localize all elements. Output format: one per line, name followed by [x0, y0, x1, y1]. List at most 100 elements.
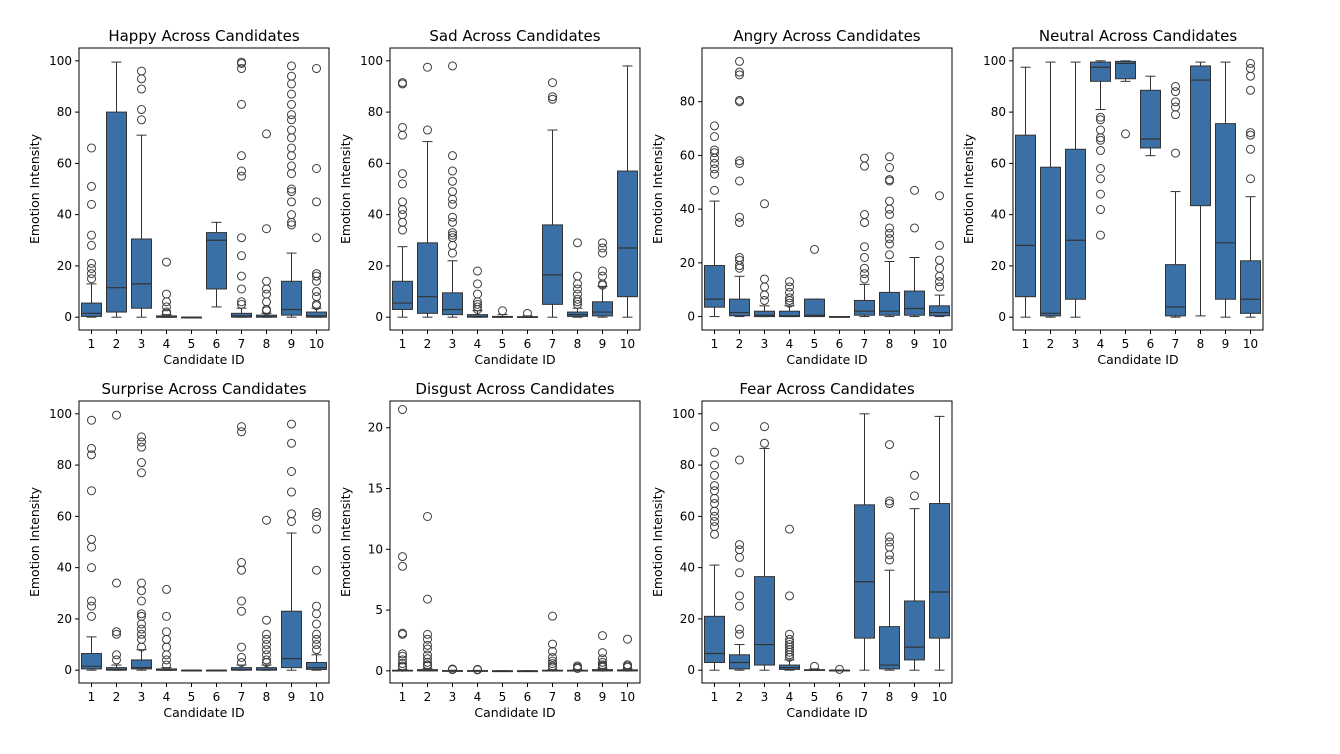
outlier-point [598, 248, 607, 258]
outlier-point [473, 289, 482, 299]
box-5 [492, 670, 513, 673]
box-7 [231, 57, 252, 318]
plot-frame [389, 47, 641, 331]
outlier-point [162, 308, 171, 318]
box-6 [1140, 75, 1161, 157]
outlier-point [1171, 110, 1180, 120]
outlier-point [112, 629, 121, 639]
iqr-box [206, 232, 227, 290]
outlier-point [1171, 81, 1180, 91]
box-2 [106, 61, 127, 318]
outlier-point [137, 624, 146, 634]
iqr-box [804, 298, 825, 318]
outlier-point [760, 295, 769, 305]
outlier-point [262, 289, 271, 299]
x-axis-label: Candidate ID [163, 352, 244, 367]
x-tick-label: 8 [886, 690, 894, 704]
outlier-point [237, 297, 246, 307]
x-tick-label: 8 [574, 690, 582, 704]
iqr-box [542, 224, 563, 305]
iqr-box [81, 653, 102, 670]
outlier-point [473, 279, 482, 289]
outlier-point [935, 263, 944, 273]
outlier-point [237, 284, 246, 294]
x-tick-label: 1 [711, 337, 719, 351]
chart-panel: Fear Across Candidates 0 20 40 60 80 100 1 2 3 4 5 6… [650, 380, 953, 720]
outlier-point [237, 422, 246, 432]
x-tick-label: 4 [474, 337, 482, 351]
iqr-box [617, 170, 638, 298]
y-axis-label: Emotion Intensity [27, 486, 42, 597]
outlier-point [162, 642, 171, 652]
x-axis-label: Candidate ID [1097, 352, 1178, 367]
outlier-point [548, 656, 557, 666]
outlier-point [1171, 148, 1180, 158]
x-tick-label: 6 [836, 690, 844, 704]
box-10 [306, 508, 327, 671]
outlier-point [312, 508, 321, 518]
outlier-point [785, 293, 794, 303]
outlier-point [598, 280, 607, 290]
x-tick-label: 1 [711, 690, 719, 704]
outlier-point [398, 79, 407, 89]
outlier-point [885, 176, 894, 186]
outlier-point [137, 578, 146, 588]
y-tick-label: 80 [57, 105, 72, 119]
outlier-point [885, 532, 894, 542]
box-3 [442, 61, 463, 318]
outlier-point [1096, 174, 1105, 184]
outlier-point [785, 524, 794, 534]
outlier-point [237, 565, 246, 575]
box-3 [442, 664, 463, 675]
iqr-box [442, 292, 463, 316]
outlier-point [935, 240, 944, 250]
outlier-point [710, 169, 719, 179]
outlier-point [548, 659, 557, 669]
chart-panel: Surprise Across Candidates 0 20 40 60 80 100 1 2… [27, 380, 330, 720]
outlier-point [312, 645, 321, 655]
outlier-point [423, 629, 432, 639]
x-tick-label: 8 [263, 337, 271, 351]
outlier-point [885, 440, 894, 450]
box-8 [879, 152, 900, 318]
outlier-point [710, 499, 719, 509]
y-tick-label: 80 [368, 105, 383, 119]
x-tick-label: 4 [474, 690, 482, 704]
outlier-point [785, 647, 794, 657]
outlier-point [735, 97, 744, 107]
outlier-point [237, 58, 246, 68]
outlier-point [287, 161, 296, 171]
outlier-point [262, 615, 271, 625]
outlier-point [735, 545, 744, 555]
outlier-point [237, 606, 246, 616]
iqr-box [131, 238, 152, 309]
outlier-point [885, 537, 894, 547]
outlier-point [785, 295, 794, 305]
outlier-point [398, 405, 407, 415]
iqr-box [1040, 166, 1061, 317]
outlier-point [710, 529, 719, 539]
outlier-point [312, 271, 321, 281]
outlier-point [137, 609, 146, 619]
outlier-point [623, 662, 632, 672]
outlier-point [162, 584, 171, 594]
outlier-point [885, 550, 894, 560]
x-tick-label: 2 [113, 337, 121, 351]
iqr-box [1215, 123, 1236, 300]
outlier-point [87, 199, 96, 209]
outlier-point [448, 199, 457, 209]
outlier-point [398, 659, 407, 669]
box-5 [181, 669, 202, 672]
x-tick-label: 2 [736, 690, 744, 704]
y-tick-label: 20 [57, 612, 72, 626]
y-tick-label: 20 [991, 259, 1006, 273]
iqr-box [1015, 134, 1036, 298]
outlier-point [598, 648, 607, 658]
outlier-point [312, 276, 321, 286]
chart-title: Angry Across Candidates [733, 27, 920, 45]
outlier-point [548, 611, 557, 621]
x-tick-label: 3 [449, 690, 457, 704]
box-9 [904, 470, 925, 671]
outlier-point [710, 121, 719, 131]
outlier-point [448, 212, 457, 222]
